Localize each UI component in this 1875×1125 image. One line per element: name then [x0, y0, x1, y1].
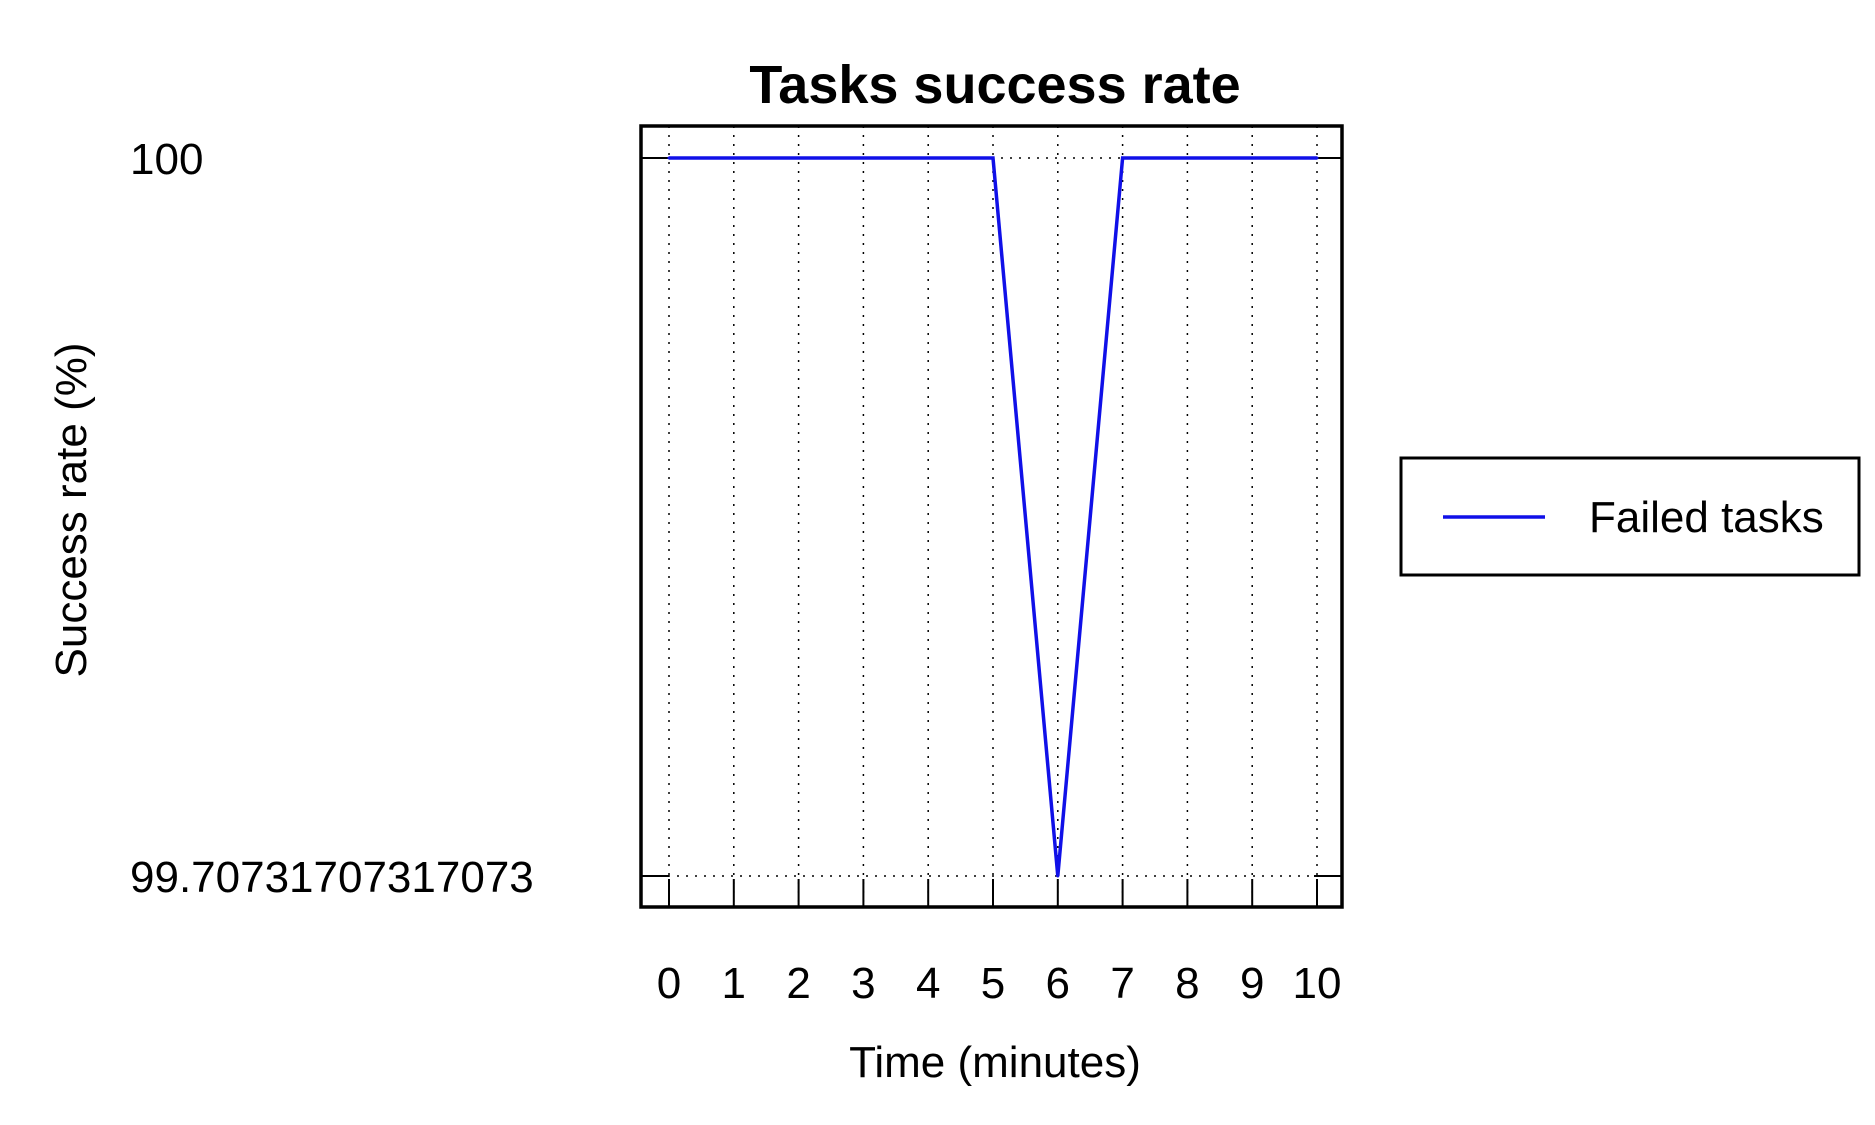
- x-tick-label-0: 0: [657, 959, 681, 1008]
- x-tick-label-10: 10: [1293, 959, 1342, 1008]
- x-tick-label-2: 2: [786, 959, 810, 1008]
- data-point-0-5: [991, 156, 995, 160]
- x-tick-label-6: 6: [1046, 959, 1070, 1008]
- y-axis-label: Success rate (%): [47, 343, 96, 678]
- data-point-0-9: [1250, 156, 1254, 160]
- legend: Failed tasks: [1399, 456, 1861, 577]
- data-point-0-10: [1315, 156, 1319, 160]
- y-tick-labels: 100 99.70731707317073: [130, 135, 534, 902]
- data-point-0-8: [1185, 156, 1189, 160]
- data-point-0-1: [732, 156, 736, 160]
- data-point-0-7: [1121, 156, 1125, 160]
- plot-frame: [639, 124, 1344, 909]
- data-point-0-4: [926, 156, 930, 160]
- data-point-0-3: [861, 156, 865, 160]
- x-tick-label-4: 4: [916, 959, 940, 1008]
- y-tick-label-0: 100: [130, 135, 203, 184]
- x-tick-labels: 0 1 2 3 4 5 6 7 8 9 10: [657, 959, 1342, 1008]
- x-tick-label-1: 1: [722, 959, 746, 1008]
- x-tick-label-7: 7: [1110, 959, 1134, 1008]
- data-point-0-2: [797, 156, 801, 160]
- x-axis-label: Time (minutes): [849, 1038, 1141, 1087]
- x-tick-label-5: 5: [981, 959, 1005, 1008]
- x-tick-label-3: 3: [851, 959, 875, 1008]
- series-lines: [667, 156, 1319, 878]
- data-point-0-0: [667, 156, 671, 160]
- data-point-0-6: [1056, 874, 1060, 878]
- x-tick-label-8: 8: [1175, 959, 1199, 1008]
- legend-label-failed-tasks: Failed tasks: [1589, 493, 1824, 542]
- y-tick-label-1: 99.70731707317073: [130, 853, 534, 902]
- chart-title: Tasks success rate: [749, 55, 1240, 115]
- axis-ticks: [641, 157, 1342, 907]
- grid-lines: [641, 126, 1342, 907]
- x-tick-label-9: 9: [1240, 959, 1264, 1008]
- series-line-0: [669, 156, 1317, 877]
